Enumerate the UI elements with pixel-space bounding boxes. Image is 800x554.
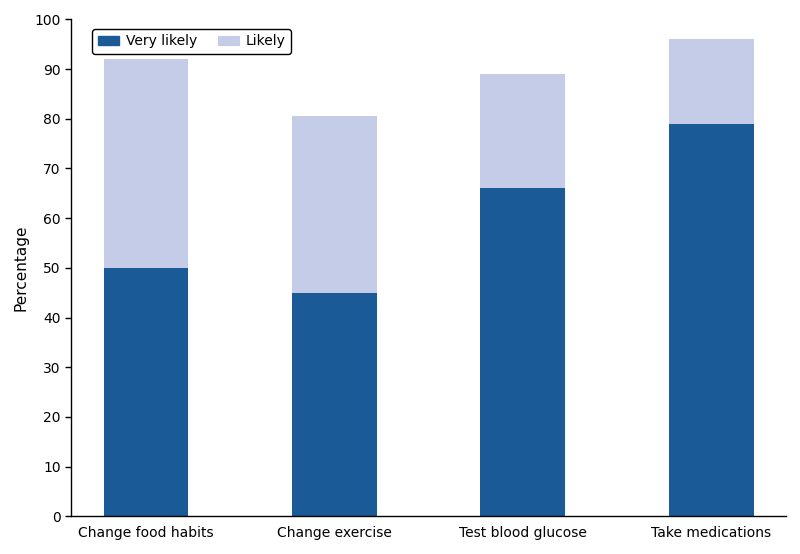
- Bar: [104, 59, 189, 268]
- Bar: [104, 268, 189, 516]
- Bar: [481, 74, 566, 188]
- Bar: [292, 293, 377, 516]
- Bar: [481, 188, 566, 516]
- Legend: Very likely, Likely: Very likely, Likely: [93, 29, 291, 54]
- Bar: [292, 116, 377, 293]
- Y-axis label: Percentage: Percentage: [14, 224, 29, 311]
- Bar: [669, 39, 754, 124]
- Bar: [669, 124, 754, 516]
